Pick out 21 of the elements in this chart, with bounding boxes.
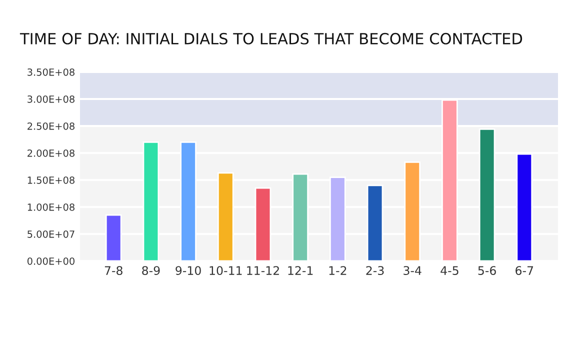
y-tick-label: 5.00E+07 bbox=[28, 230, 74, 238]
x-tick-label: 10-11 bbox=[210, 266, 242, 275]
x-tick-label: 6-7 bbox=[516, 266, 534, 275]
y-tick-label: 3.00E+08 bbox=[28, 95, 74, 103]
y-tick-label: 3.50E+08 bbox=[28, 68, 74, 76]
x-tick-label: 11-12 bbox=[247, 266, 279, 275]
y-tick-label: 1.50E+08 bbox=[28, 176, 74, 184]
x-tick-label: 4-5 bbox=[440, 266, 458, 275]
x-tick-label: 8-9 bbox=[142, 266, 160, 275]
chart-title: TIME OF DAY: INITIAL DIALS TO LEADS THAT BECOME CONTACTED bbox=[20, 32, 522, 44]
y-tick-label: 2.50E+08 bbox=[28, 122, 74, 130]
x-tick-label: 7-8 bbox=[104, 266, 122, 275]
x-tick-label: 9-10 bbox=[176, 266, 201, 275]
y-tick-label: 2.00E+08 bbox=[28, 149, 74, 157]
x-tick-label: 1-2 bbox=[329, 266, 346, 275]
x-tick-label: 12-1 bbox=[288, 266, 313, 275]
y-tick-label: 0.00E+00 bbox=[27, 257, 74, 265]
x-tick-label: 5-6 bbox=[478, 266, 496, 275]
x-tick-label: 2-3 bbox=[366, 266, 384, 275]
x-tick-label: 3-4 bbox=[404, 266, 422, 275]
y-tick-label: 1.00E+08 bbox=[28, 203, 74, 211]
